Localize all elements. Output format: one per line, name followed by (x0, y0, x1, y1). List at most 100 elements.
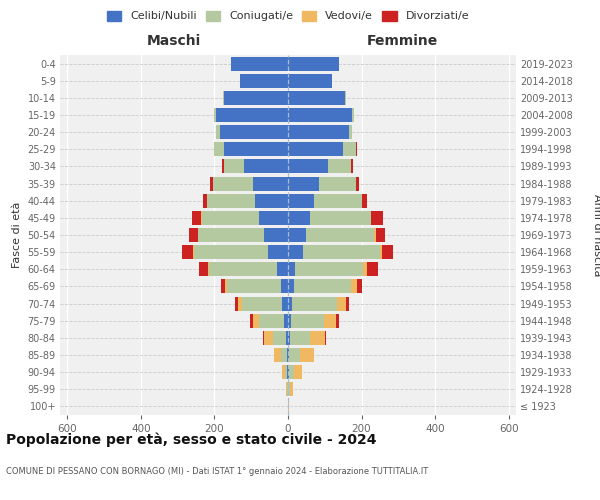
Bar (274, 348, 281, 362)
Bar (290, 382, 293, 396)
Bar (288, 91, 345, 105)
Bar (224, 142, 288, 156)
Bar (192, 211, 201, 225)
Bar (240, 74, 288, 88)
Bar (352, 108, 354, 122)
Bar (259, 211, 288, 225)
Bar (287, 365, 288, 379)
Bar (362, 194, 367, 207)
Bar (198, 228, 264, 242)
Bar (224, 160, 244, 173)
Bar (295, 262, 364, 276)
Bar (337, 296, 346, 310)
Bar (253, 176, 288, 190)
Bar (216, 108, 288, 122)
Bar (227, 280, 281, 293)
Bar (324, 314, 336, 328)
Bar (292, 296, 337, 310)
Bar (202, 211, 259, 225)
Bar (244, 160, 288, 173)
Bar (288, 348, 289, 362)
Bar (343, 142, 356, 156)
Bar (209, 176, 212, 190)
Bar (288, 125, 349, 139)
Text: Popolazione per età, sesso e stato civile - 2024: Popolazione per età, sesso e stato civil… (6, 432, 377, 447)
Bar (288, 160, 328, 173)
Bar (286, 382, 287, 396)
Bar (284, 314, 288, 328)
Bar (223, 91, 224, 105)
Bar (281, 348, 287, 362)
Bar (283, 296, 288, 310)
Bar (314, 194, 362, 207)
Bar (351, 160, 353, 173)
Bar (371, 211, 383, 225)
Bar (182, 245, 193, 259)
Bar (226, 280, 227, 293)
Bar (288, 228, 307, 242)
Bar (208, 262, 209, 276)
Text: Femmine: Femmine (367, 34, 437, 48)
Bar (263, 331, 264, 345)
Bar (231, 56, 288, 70)
Bar (288, 331, 290, 345)
Bar (214, 108, 216, 122)
Bar (235, 296, 238, 310)
Bar (286, 331, 288, 345)
Bar (238, 296, 242, 310)
Bar (303, 245, 380, 259)
Bar (264, 331, 273, 345)
Bar (190, 228, 197, 242)
Bar (291, 314, 324, 328)
Bar (283, 365, 286, 379)
Bar (220, 125, 288, 139)
Bar (288, 194, 314, 207)
Bar (277, 262, 288, 276)
Bar (380, 245, 382, 259)
Bar (216, 125, 220, 139)
Bar (199, 262, 208, 276)
Bar (328, 160, 350, 173)
Bar (290, 331, 310, 345)
Bar (325, 331, 326, 345)
Bar (203, 194, 207, 207)
Bar (288, 211, 310, 225)
Bar (288, 74, 332, 88)
Bar (289, 382, 290, 396)
Bar (307, 228, 374, 242)
Y-axis label: Fasce di età: Fasce di età (12, 202, 22, 268)
Bar (310, 331, 325, 345)
Bar (345, 91, 346, 105)
Bar (214, 142, 224, 156)
Bar (259, 314, 284, 328)
Bar (288, 56, 340, 70)
Bar (289, 365, 294, 379)
Bar (224, 91, 288, 105)
Bar (289, 348, 300, 362)
Bar (250, 314, 253, 328)
Bar (336, 314, 339, 328)
Bar (288, 262, 295, 276)
Bar (288, 296, 292, 310)
Bar (222, 160, 224, 173)
Bar (288, 176, 319, 190)
Bar (287, 348, 288, 362)
Bar (207, 194, 255, 207)
Bar (288, 108, 352, 122)
Bar (194, 245, 268, 259)
Bar (288, 365, 289, 379)
Bar (209, 262, 277, 276)
Text: Maschi: Maschi (147, 34, 201, 48)
Legend: Celibi/Nubili, Coniugati/e, Vedovi/e, Divorziati/e: Celibi/Nubili, Coniugati/e, Vedovi/e, Di… (107, 10, 469, 22)
Bar (221, 280, 226, 293)
Bar (364, 262, 367, 276)
Bar (374, 228, 376, 242)
Bar (346, 296, 349, 310)
Y-axis label: Anni di nascita: Anni di nascita (592, 194, 600, 276)
Bar (349, 125, 352, 139)
Bar (268, 245, 288, 259)
Bar (367, 262, 378, 276)
Bar (288, 314, 291, 328)
Bar (356, 142, 357, 156)
Bar (357, 280, 362, 293)
